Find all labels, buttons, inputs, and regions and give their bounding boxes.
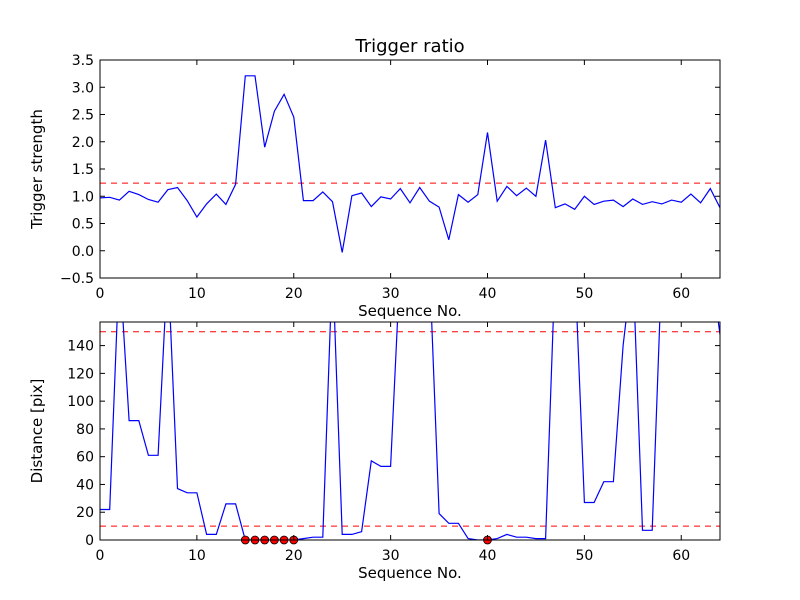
x-tick-label: 20 (285, 548, 303, 564)
y-tick-label: 3.0 (72, 80, 94, 96)
y-tick-label: 40 (76, 477, 94, 493)
bottom-chart: 0 10 20 30 40 50 60 0 20 40 60 80 100 120 140 Sequence … (28, 321, 721, 582)
y-tick-label: 0.0 (72, 244, 94, 260)
x-axis-label: Sequence No. (358, 302, 462, 320)
x-tick-label: 30 (382, 286, 400, 302)
x-tick-label: 30 (382, 548, 400, 564)
y-tick-label: −0.5 (60, 271, 94, 287)
x-tick-label: 0 (96, 286, 105, 302)
series-line (100, 322, 720, 540)
chart-title: Trigger ratio (354, 36, 464, 57)
x-tick-label: 50 (575, 548, 593, 564)
axes-frame (99, 321, 721, 541)
y-tick-label: 1.5 (72, 162, 94, 178)
y-tick-label: 0 (85, 533, 94, 549)
x-tick-label: 60 (672, 548, 690, 564)
y-axis-label: Trigger strength (28, 109, 46, 230)
y-tick-label: 120 (67, 366, 94, 382)
x-tick-label: 50 (575, 286, 593, 302)
series-line (100, 75, 720, 253)
x-tick-label: 40 (479, 286, 497, 302)
y-tick-label: 60 (76, 450, 94, 466)
y-tick-label: 1.0 (72, 189, 94, 205)
y-tick-label: 100 (67, 394, 94, 410)
y-tick-label: 2.5 (72, 108, 94, 124)
x-tick-label: 20 (285, 286, 303, 302)
y-tick-label: 20 (76, 505, 94, 521)
y-axis-label: Distance [pix] (28, 379, 46, 484)
x-tick-label: 0 (96, 548, 105, 564)
x-tick-label: 10 (188, 286, 206, 302)
y-tick-label: 2.0 (72, 135, 94, 151)
y-tick-label: 3.5 (72, 53, 94, 69)
y-tick-label: 80 (76, 422, 94, 438)
y-tick-label: 140 (67, 339, 94, 355)
x-tick-label: 10 (188, 548, 206, 564)
top-chart: 0 10 20 30 40 50 60 −0.5 0.0 0.5 1.0 1.5 2.0 2.5 3.0 3.… (28, 36, 721, 320)
x-axis-label: Sequence No. (358, 564, 462, 582)
y-tick-label: 0.5 (72, 217, 94, 233)
x-tick-label: 60 (672, 286, 690, 302)
x-tick-label: 40 (479, 548, 497, 564)
